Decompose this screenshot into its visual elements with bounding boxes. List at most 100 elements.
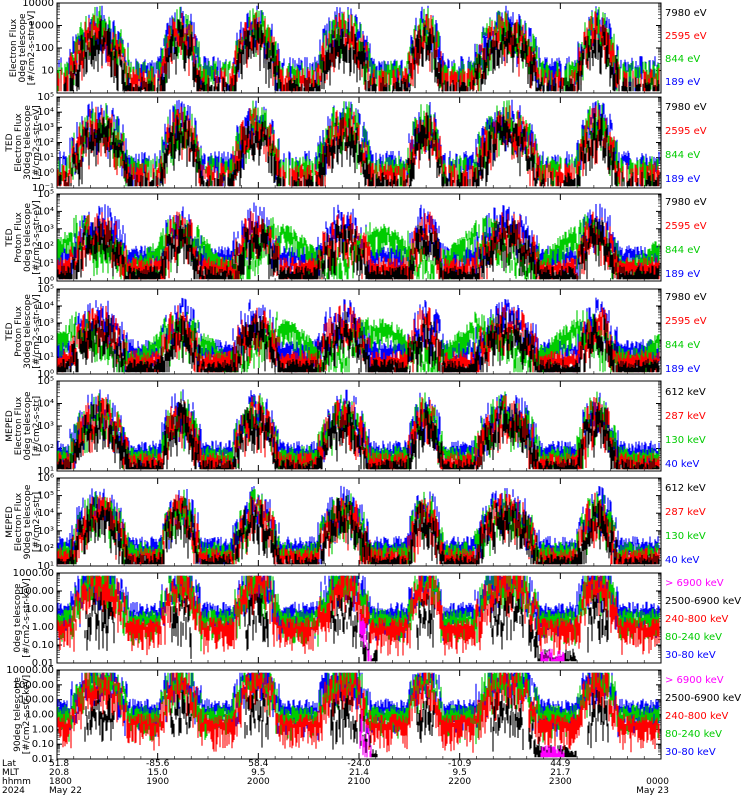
y-axis-label-line: TED xyxy=(5,228,15,247)
y-tick-label: 10⁵ xyxy=(37,376,54,387)
y-axis-label-line: 30deg telescope xyxy=(23,294,33,369)
y-axis-label-line: [#/cm2-s-str-keV] xyxy=(22,675,32,754)
legend-entry: 40 keV xyxy=(665,459,699,470)
series-trace-3 xyxy=(57,672,660,753)
y-tick-label: 10⁵ xyxy=(37,92,54,103)
legend-entry: 844 eV xyxy=(665,54,700,65)
y-axis-label-line: 90deg telescope xyxy=(23,484,33,559)
legend-entry: 2595 eV xyxy=(665,221,707,232)
y-tick-label: 10¹ xyxy=(37,466,54,477)
legend-entry: 2595 eV xyxy=(665,126,707,137)
ephemeris-value: 58.4 xyxy=(248,759,268,769)
legend-entry: 7980 eV xyxy=(665,102,707,113)
legend-entry: 844 eV xyxy=(665,245,700,256)
ephemeris-value: 9.5 xyxy=(453,768,467,778)
x-tick-label: 1900 xyxy=(146,777,169,787)
legend-entry: 2500-6900 keV xyxy=(665,693,741,704)
ephemeris-value: 51.8 xyxy=(49,759,69,769)
y-tick-label: 10.00 xyxy=(25,710,54,721)
traces xyxy=(57,575,660,662)
y-tick-label: 1.00 xyxy=(32,622,54,633)
ephemeris-value: -24.0 xyxy=(347,759,371,769)
y-tick-label: 10⁰ xyxy=(37,369,54,380)
y-tick-label: 10⁴ xyxy=(37,107,54,118)
y-tick-label: 10⁴ xyxy=(37,399,54,410)
y-axis-label: TED Proton Flux 30deg telescope [#/cm2-s-st… xyxy=(5,294,42,369)
y-tick-label: 10000 xyxy=(22,0,54,9)
y-axis-label-line: [#/cm2-s-str] xyxy=(32,396,42,456)
y-tick-label: 10⁵ xyxy=(37,189,54,200)
x-tick-label: 1800 xyxy=(49,777,72,787)
y-axis-label-line: [#/cm2-s-str] xyxy=(32,492,42,552)
y-axis-label-line: [#/cm2-s-str-eV] xyxy=(32,200,42,275)
x-tick-label: 0000 xyxy=(646,777,669,787)
y-tick-label: 10³ xyxy=(37,224,54,235)
traces xyxy=(57,202,660,280)
y-axis-label-line: 30deg telescope xyxy=(23,105,33,180)
legend-entry: 189 eV xyxy=(665,364,700,375)
ephemeris-value: May 22 xyxy=(49,786,82,796)
y-tick-label: 10⁻¹ xyxy=(32,183,54,194)
legend-entry: 240-800 keV xyxy=(665,614,729,625)
legend-entry: 30-80 keV xyxy=(665,650,716,661)
y-axis-label-line: [#/cm2-s-str-eV] xyxy=(32,294,42,369)
series-trace-1 xyxy=(359,613,565,662)
y-axis-label: MEPED Electron Flux 0deg telescope [#/cm2-s… xyxy=(5,391,42,461)
y-axis-label-line: Electron Flux xyxy=(14,396,24,455)
y-tick-label: 0.10 xyxy=(32,739,54,750)
series-trace-1 xyxy=(57,311,660,373)
y-tick-label: 0.01 xyxy=(32,658,54,669)
y-tick-label: 1000.00 xyxy=(13,680,54,691)
y-tick-label: 100.00 xyxy=(19,586,54,597)
y-axis-label-line: Electron Flux xyxy=(9,18,19,77)
y-tick-label: 10² xyxy=(37,138,54,149)
traces xyxy=(57,99,660,187)
y-axis-label: TED Proton Flux 0deg telescope [#/cm2-s-str… xyxy=(5,200,42,275)
x-tick-label: 2100 xyxy=(348,777,371,787)
y-axis-label: Electron Flux 0deg telescope [#/cm2-s-str-… xyxy=(9,11,37,86)
y-axis-label-line: Electron Flux xyxy=(14,113,24,172)
legend-entry: 2595 eV xyxy=(665,31,707,42)
legend-entry: 612 keV xyxy=(665,387,706,398)
x-tick-label: 2000 xyxy=(247,777,270,787)
y-axis-label-line: 0deg telescope xyxy=(13,583,23,653)
y-axis-label-line: MEPED xyxy=(5,506,15,538)
y-axis-label-line: TED xyxy=(5,322,15,341)
series-trace-1 xyxy=(57,495,660,565)
y-tick-label: 0.01 xyxy=(32,754,54,765)
y-tick-label: 10³ xyxy=(37,318,54,329)
traces xyxy=(57,389,660,470)
y-tick-label: 10¹ xyxy=(37,153,54,164)
traces xyxy=(57,297,660,373)
series-trace-1 xyxy=(63,17,660,92)
legend-entry: 189 eV xyxy=(665,77,700,88)
legend-entry: 2500-6900 keV xyxy=(665,596,741,607)
x-tick-label: 2200 xyxy=(448,777,471,787)
traces xyxy=(57,5,660,92)
series-trace-1 xyxy=(57,216,660,280)
ephemeris-value: 21.7 xyxy=(550,768,570,778)
ephemeris-value: -85.6 xyxy=(146,759,170,769)
ephemeris-value: 44.9 xyxy=(550,759,570,769)
legend-entry: 130 keV xyxy=(665,435,706,446)
legend-entry: 612 keV xyxy=(665,483,706,494)
traces xyxy=(57,672,660,758)
series-trace-1 xyxy=(58,112,660,187)
y-tick-label: 10⁴ xyxy=(37,206,54,217)
y-tick-label: 10¹ xyxy=(37,352,54,363)
y-tick-label: 10³ xyxy=(37,421,54,432)
ephemeris-row-label: MLT xyxy=(2,768,20,778)
y-axis-label-line: 0deg telescope xyxy=(23,203,33,273)
x-tick-label: 2300 xyxy=(549,777,572,787)
y-axis-label: 90deg telescope [#/cm2-s-str-keV] xyxy=(13,675,32,754)
ephemeris-value: 9.5 xyxy=(251,768,265,778)
y-tick-label: 10¹ xyxy=(37,561,54,572)
y-axis-label-line: Electron Flux xyxy=(14,492,24,551)
series-trace-1 xyxy=(359,710,565,758)
legend-entry: 844 eV xyxy=(665,150,700,161)
ephemeris-value: -10.9 xyxy=(448,759,472,769)
